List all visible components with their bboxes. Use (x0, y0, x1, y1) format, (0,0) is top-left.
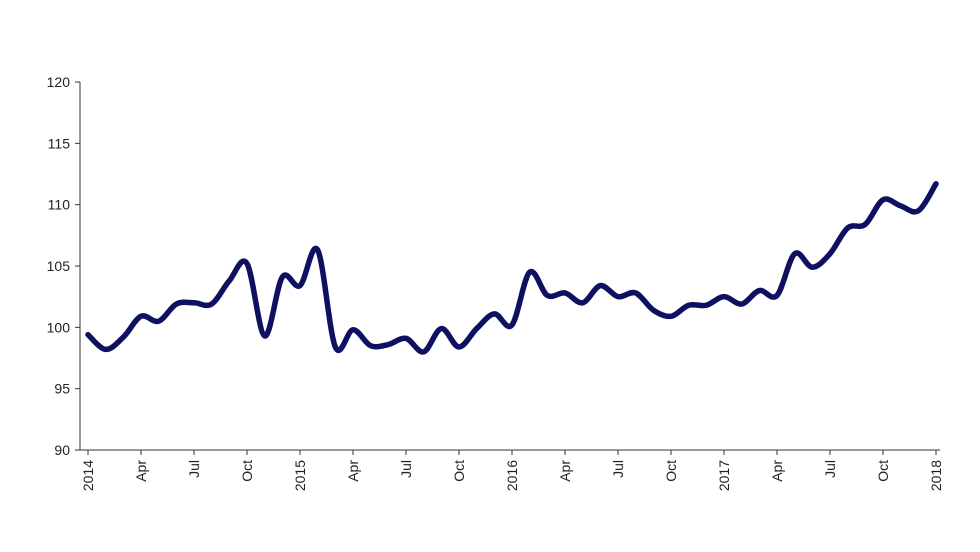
x-tick-label: Jul (186, 460, 202, 478)
x-tick-label: Oct (663, 460, 679, 482)
y-tick-label: 120 (47, 74, 71, 90)
y-tick-label: 95 (54, 381, 70, 397)
x-tick-label: 2017 (716, 460, 732, 491)
x-tick-label: 2015 (292, 460, 308, 491)
x-tick-label: Oct (239, 460, 255, 482)
x-tick-label: 2018 (928, 460, 944, 491)
y-tick-label: 90 (54, 442, 70, 458)
x-tick-label: Jul (822, 460, 838, 478)
x-tick-label: Oct (875, 460, 891, 482)
x-axis-ticks: 2014 Apr Jul Oct 2015 Apr Jul Oct 2016 Apr Jul Oct 2… (80, 450, 944, 491)
x-tick-label: 2016 (504, 460, 520, 491)
x-tick-label: Oct (451, 460, 467, 482)
x-tick-label: Jul (610, 460, 626, 478)
y-tick-label: 105 (47, 258, 71, 274)
y-axis-ticks: 90 95 100 105 110 115 120 (47, 74, 80, 458)
series-line (85, 181, 939, 355)
series-group (85, 181, 939, 355)
y-tick-label: 115 (48, 135, 71, 151)
x-tick-label: Apr (345, 460, 361, 482)
x-tick-label: Apr (557, 460, 573, 482)
x-tick-label: Apr (769, 460, 785, 482)
x-tick-label: Jul (398, 460, 414, 478)
x-tick-label: 2014 (80, 460, 96, 491)
y-tick-label: 110 (48, 197, 71, 213)
x-tick-label: Apr (133, 460, 149, 482)
y-tick-label: 100 (47, 319, 71, 335)
